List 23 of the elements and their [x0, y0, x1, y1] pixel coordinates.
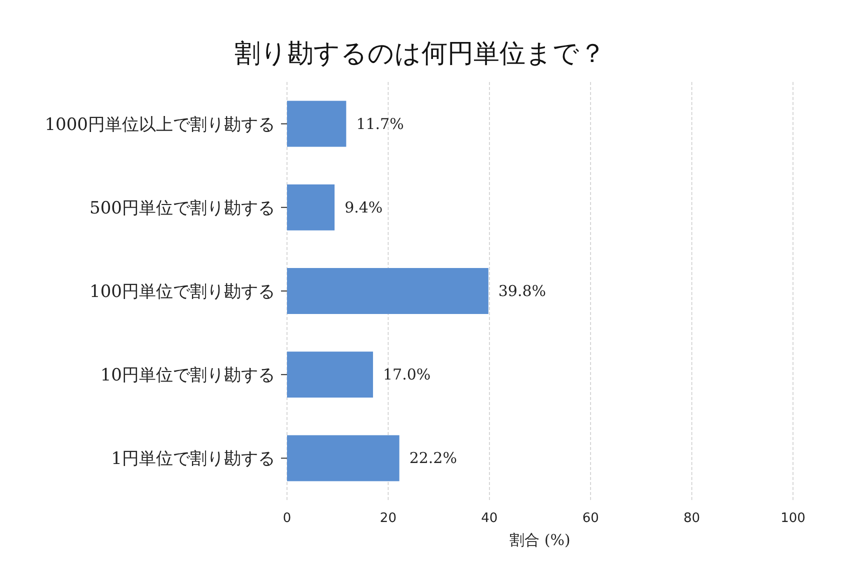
y-tick-label: 1円単位で割り勘する	[111, 449, 275, 470]
y-tick-label: 1000円単位以上で割り勘する	[44, 114, 275, 135]
x-tick-label: 20	[380, 511, 396, 526]
data-label: 9.4%	[344, 198, 383, 216]
data-label: 22.2%	[409, 449, 457, 468]
x-tick-label: 100	[780, 511, 806, 526]
data-label: 39.8%	[498, 282, 546, 300]
bar	[287, 100, 346, 147]
bar	[287, 352, 374, 398]
y-tick-label: 100円単位で割り勘する	[90, 282, 275, 302]
x-tick-label: 0	[282, 511, 292, 526]
x-tick-label: 80	[684, 511, 700, 526]
x-axis-title: 割合 (%)	[510, 531, 570, 549]
bar	[287, 268, 488, 314]
y-tick-label: 500円単位で割り勘する	[90, 198, 275, 218]
chart-title: 割り勘するのは何円単位まで？	[234, 39, 606, 69]
x-tick-label: 40	[481, 511, 498, 526]
x-tick-label: 60	[582, 511, 599, 526]
y-tick-label: 10円単位で割り勘する	[100, 366, 275, 386]
bar	[287, 435, 400, 482]
bar	[287, 184, 335, 230]
data-label: 17.0%	[383, 366, 431, 384]
data-label: 11.7%	[356, 114, 404, 133]
